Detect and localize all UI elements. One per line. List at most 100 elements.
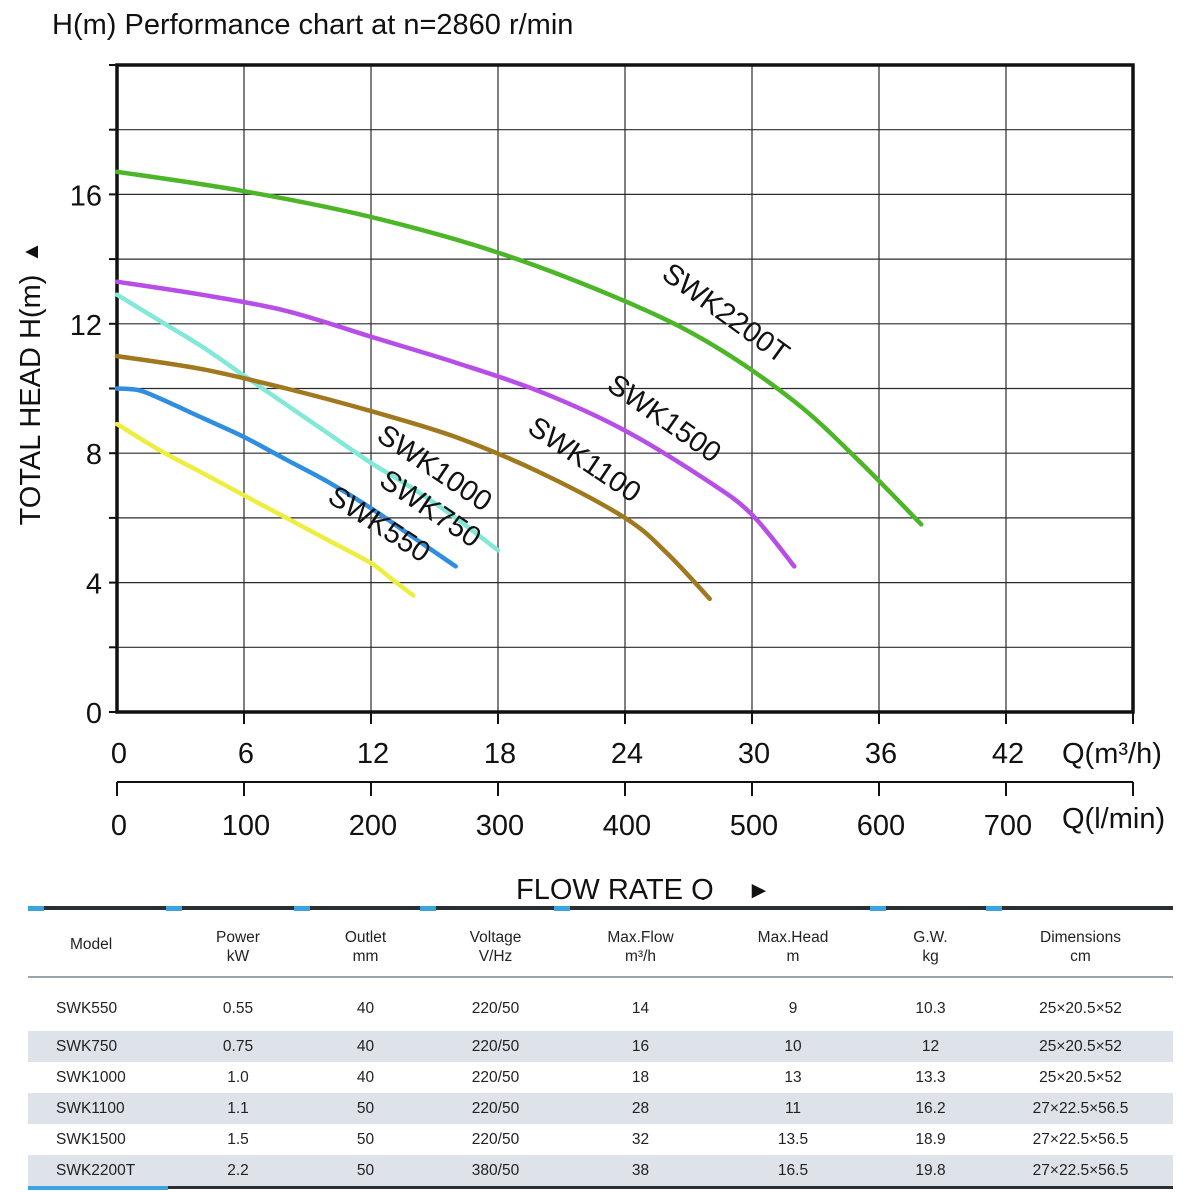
table-cell: 12 (873, 1031, 988, 1062)
table-cell: SWK1500 (56, 1130, 126, 1148)
chart-title: H(m) Performance chart at n=2860 r/min (52, 9, 573, 41)
table-cell: 19.8 (873, 1155, 988, 1186)
series-line-swk1000 (114, 292, 501, 553)
table-cell: SWK550 (56, 999, 118, 1017)
table-cell: 11 (713, 1093, 873, 1124)
table-cell: 27×22.5×56.5 (988, 1093, 1173, 1124)
table-cell: 40 (356, 1068, 375, 1086)
x-axis-tick-label: 6 (238, 738, 254, 770)
spec-table: Model Power kW Outlet mm Voltage V/Hz Max.Flow m… (28, 906, 1173, 1190)
table-header-model: Model (28, 910, 168, 977)
spec-table-grid: Model Power kW Outlet mm Voltage V/Hz Max.Flow m… (28, 910, 1173, 1186)
header-name: Max.Flow (607, 929, 674, 946)
header-unit: m³/h (625, 948, 656, 965)
table-cell: SWK1100 (28, 1093, 168, 1124)
table-cell: 380/50 (423, 1155, 568, 1186)
x-axis-tick-label: 36 (865, 738, 897, 770)
x-axis-tick-label: 42 (992, 738, 1024, 770)
header-unit: mm (352, 948, 379, 965)
table-cell: SWK1000 (56, 1068, 126, 1086)
x-axis-tick-label: 0 (111, 738, 127, 770)
y-axis-tick-label: 4 (86, 569, 102, 601)
y-axis-tick-label: 12 (70, 310, 102, 342)
header-unit: kg (922, 948, 939, 965)
table-cell: 18 (631, 1068, 650, 1086)
chart-axes: 0 6 12 18 24 30 36 42 0 100 200 300 400 500 600 700 0 4 8 1… (70, 63, 1135, 842)
header-unit: kW (226, 948, 250, 965)
table-cell: 25×20.5×52 (988, 1031, 1173, 1062)
table-header-g-w-: G.W. kg (873, 910, 988, 977)
table-header-voltage: Voltage V/Hz (423, 910, 568, 977)
y-axis-tick-label: 16 (70, 180, 102, 212)
y-axis-arrow: ▲ (18, 241, 43, 263)
x-axis-tick-label: 18 (484, 738, 516, 770)
table-cell: 14 (631, 999, 650, 1017)
table-row: SWK1000 1.0 40 220/50 18 13 13.3 25×20.5×52 (28, 1062, 1173, 1093)
x2-axis-tick-label: 400 (603, 810, 651, 842)
table-header-max-flow: Max.Flow m³/h (568, 910, 713, 977)
x2-axis-tick-label: 100 (222, 810, 270, 842)
x2-axis-tick-label: 500 (730, 810, 778, 842)
table-cell: 25×20.5×52 (1039, 999, 1122, 1017)
header-unit: cm (1070, 948, 1091, 965)
x-axis-arrow: ► (747, 877, 771, 900)
x2-axis-tick-label: 600 (857, 810, 905, 842)
chart-series (114, 169, 924, 602)
table-cell: 9 (788, 999, 798, 1017)
table-cell: 25×20.5×52 (1039, 1068, 1122, 1086)
series-line-swk1100 (114, 353, 712, 602)
table-row: SWK1500 1.5 50 220/50 32 13.5 18.9 27×22.5×56.5 (28, 1124, 1173, 1155)
x-axis-unit-secondary: Q(l/min) (1062, 803, 1165, 835)
table-cell: 1.1 (168, 1093, 308, 1124)
y-axis-title: TOTAL HEAD H(m) ▲ (15, 241, 47, 525)
table-cell: 40 (356, 999, 375, 1017)
table-cell: 10.3 (915, 999, 946, 1017)
table-row: SWK1100 1.1 50 220/50 28 11 16.2 27×22.5×56.5 (28, 1093, 1173, 1124)
table-row: SWK2200T 2.2 50 380/50 38 16.5 19.8 27×22.5×56.… (28, 1155, 1173, 1186)
x-axis-tick-label: 30 (738, 738, 770, 770)
table-cell: 220/50 (423, 1031, 568, 1062)
header-name: Voltage (469, 929, 522, 946)
x2-axis-tick-label: 200 (349, 810, 397, 842)
table-header-outlet: Outlet mm (308, 910, 423, 977)
series-line-swk2200t (114, 169, 924, 527)
header-name: Outlet (344, 929, 387, 946)
table-header-power: Power kW (168, 910, 308, 977)
performance-chart: H(m) Performance chart at n=2860 r/min 0… (15, 9, 1165, 900)
header-unit: V/Hz (478, 948, 513, 965)
table-cell: 27×22.5×56.5 (988, 1155, 1173, 1186)
table-cell: 16 (568, 1031, 713, 1062)
table-cell: 16.2 (873, 1093, 988, 1124)
table-row: SWK550 0.55 40 220/50 14 9 10.3 25×20.5×52 (28, 977, 1173, 1031)
table-cell: 16.5 (713, 1155, 873, 1186)
series-line-swk550 (114, 421, 416, 598)
table-header-row: Model Power kW Outlet mm Voltage V/Hz Max.Flow m… (28, 910, 1173, 977)
table-cell: 50 (308, 1093, 423, 1124)
table-cell: 220/50 (471, 999, 520, 1017)
table-cell: 220/50 (471, 1130, 520, 1148)
header-name: G.W. (913, 929, 948, 946)
header-name: Dimensions (1040, 929, 1121, 946)
table-cell: SWK750 (28, 1031, 168, 1062)
y-axis-tick-label: 0 (86, 698, 102, 730)
table-body: SWK550 0.55 40 220/50 14 9 10.3 25×20.5×52 SWK75… (28, 977, 1173, 1186)
table-cell: 40 (308, 1031, 423, 1062)
table-cell: 13.5 (777, 1130, 809, 1148)
y-axis-label: TOTAL HEAD H(m) (15, 275, 47, 526)
x-axis-label: FLOW RATE Q (516, 874, 714, 900)
table-cell: SWK2200T (28, 1155, 168, 1186)
y-axis-tick-label: 8 (86, 439, 102, 471)
table-cell: 50 (356, 1130, 375, 1148)
header-name: Power (216, 929, 260, 946)
table-top-rule (28, 906, 1173, 911)
table-cell: 13.3 (915, 1068, 946, 1086)
header-name: Model (70, 935, 113, 953)
table-cell: 18.9 (915, 1130, 946, 1148)
table-cell: 13 (784, 1068, 802, 1086)
table-cell: 220/50 (471, 1068, 520, 1086)
x-axis-title: FLOW RATE Q ► (516, 874, 771, 900)
table-cell: 27×22.5×56.5 (1032, 1130, 1129, 1148)
x-axis-tick-label: 12 (357, 738, 389, 770)
table-cell: 38 (568, 1155, 713, 1186)
